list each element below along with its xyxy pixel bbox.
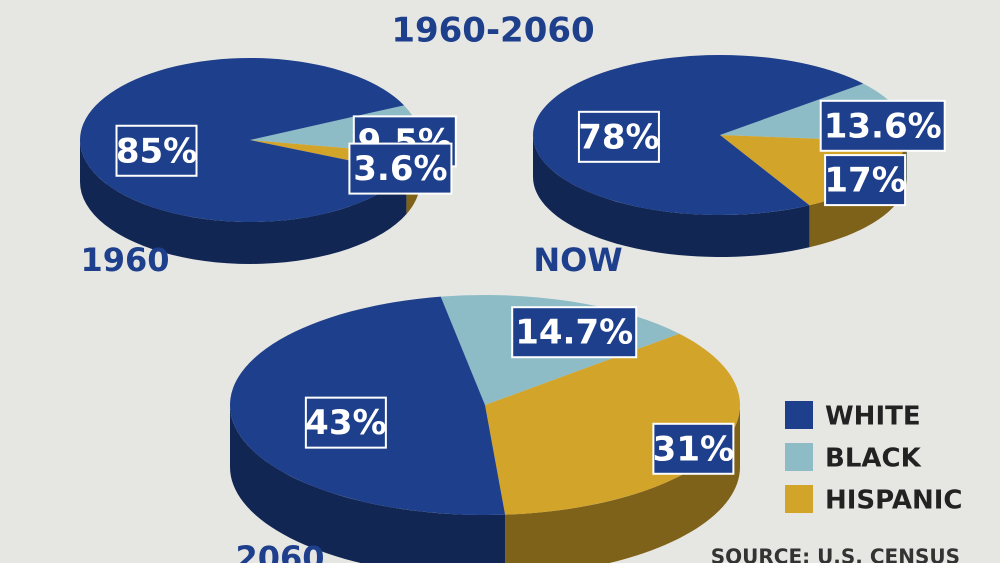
label-box <box>348 142 453 195</box>
legend-label: WHITE <box>825 402 921 432</box>
slice-side <box>533 135 810 257</box>
legend-swatch <box>785 485 813 513</box>
source: SOURCE: U.S. CENSUS <box>711 545 960 563</box>
legend-label: BLACK <box>825 444 922 474</box>
label-box <box>577 110 660 163</box>
data-label: 17% <box>824 161 905 201</box>
slice-side <box>80 140 407 264</box>
data-label: 31% <box>653 429 734 469</box>
label-box <box>511 306 638 359</box>
pie-title: 2060 <box>235 539 324 563</box>
data-label: 78% <box>578 117 659 157</box>
data-label: 3.6% <box>353 149 447 189</box>
pie-title: 1960 <box>80 241 169 279</box>
legend-label: HISPANIC <box>825 486 962 516</box>
slice-side <box>505 405 740 563</box>
label-box <box>115 124 198 177</box>
label-box <box>819 99 946 152</box>
main-title: 1960-2060 <box>391 11 594 51</box>
label-box <box>652 422 735 475</box>
legend-swatch <box>785 443 813 471</box>
label-box <box>824 154 907 207</box>
data-label: 14.7% <box>515 313 633 353</box>
data-label: 43% <box>305 403 386 443</box>
data-label: 85% <box>116 131 197 171</box>
data-label: 13.6% <box>824 106 942 146</box>
pie-title: NOW <box>533 241 622 279</box>
label-box <box>304 396 387 449</box>
legend-swatch <box>785 401 813 429</box>
slice-side <box>230 405 506 563</box>
pie-slice <box>79 57 407 223</box>
pie-slice <box>533 55 864 216</box>
